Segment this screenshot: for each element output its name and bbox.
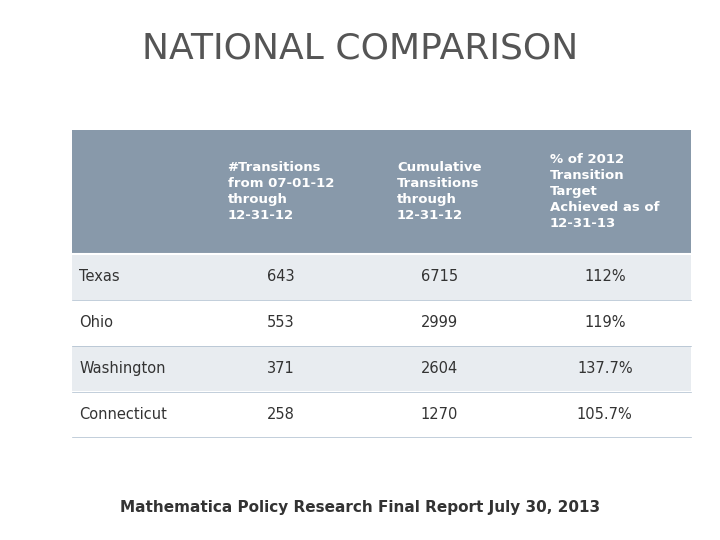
Bar <box>518 392 691 437</box>
Bar <box>202 346 360 392</box>
Bar <box>202 392 360 437</box>
Text: 371: 371 <box>267 361 294 376</box>
Bar <box>202 254 360 300</box>
Bar <box>360 392 518 437</box>
Text: 105.7%: 105.7% <box>577 407 633 422</box>
Bar <box>72 300 202 346</box>
Text: 258: 258 <box>267 407 294 422</box>
Text: 112%: 112% <box>584 269 626 284</box>
Bar <box>72 346 202 392</box>
Text: 2604: 2604 <box>420 361 458 376</box>
Text: Cumulative
Transitions
through
12-31-12: Cumulative Transitions through 12-31-12 <box>397 161 482 222</box>
Text: Mathematica Policy Research Final Report July 30, 2013: Mathematica Policy Research Final Report… <box>120 500 600 515</box>
Text: Connecticut: Connecticut <box>79 407 167 422</box>
Text: Washington: Washington <box>79 361 166 376</box>
Text: 6715: 6715 <box>420 269 458 284</box>
Bar <box>360 254 518 300</box>
Text: Ohio: Ohio <box>79 315 113 330</box>
Bar <box>518 254 691 300</box>
Bar <box>360 130 518 254</box>
Bar <box>72 392 202 437</box>
Bar <box>202 300 360 346</box>
Bar <box>72 254 202 300</box>
Text: 643: 643 <box>267 269 294 284</box>
Text: % of 2012
Transition
Target
Achieved as of
12-31-13: % of 2012 Transition Target Achieved as … <box>550 153 660 230</box>
Bar <box>360 346 518 392</box>
Text: 553: 553 <box>267 315 294 330</box>
Bar <box>202 130 360 254</box>
Bar <box>518 346 691 392</box>
Text: Texas: Texas <box>79 269 120 284</box>
Bar <box>518 130 691 254</box>
Text: 2999: 2999 <box>420 315 458 330</box>
Bar <box>72 130 202 254</box>
Text: 1270: 1270 <box>420 407 458 422</box>
Bar <box>360 300 518 346</box>
Text: 119%: 119% <box>584 315 626 330</box>
Bar <box>518 300 691 346</box>
Text: 137.7%: 137.7% <box>577 361 633 376</box>
Text: #Transitions
from 07-01-12
through
12-31-12: #Transitions from 07-01-12 through 12-31… <box>228 161 334 222</box>
Text: NATIONAL COMPARISON: NATIONAL COMPARISON <box>142 32 578 65</box>
